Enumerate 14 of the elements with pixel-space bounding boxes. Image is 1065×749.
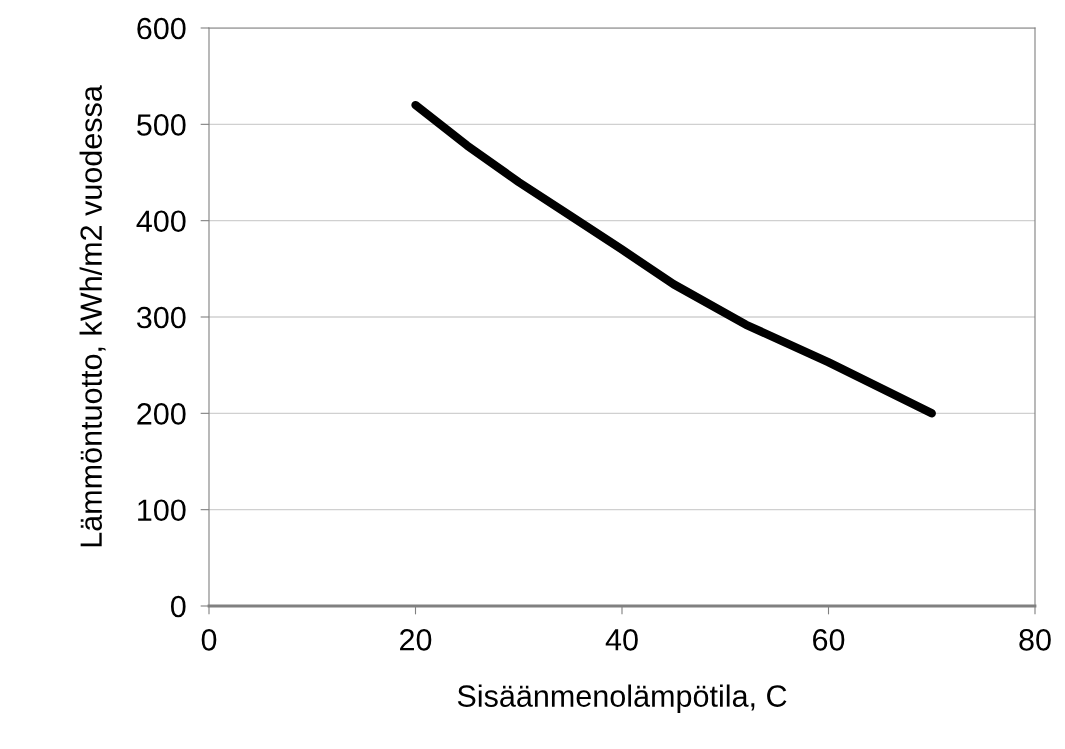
y-tick-label: 200 <box>137 403 186 425</box>
y-tick-label: 100 <box>138 499 186 522</box>
x-tick-label: 40 <box>605 629 638 651</box>
y-tick-label: 0 <box>170 595 186 618</box>
x-axis-title: Sisäänmenolämpötila, C <box>457 684 787 713</box>
x-tick-label: 0 <box>201 629 217 651</box>
y-tick-label: 400 <box>136 210 186 233</box>
y-tick-label: 600 <box>137 17 186 40</box>
y-tick-label: 300 <box>136 306 186 329</box>
y-tick-label: 500 <box>137 114 186 136</box>
x-tick-label: 80 <box>1019 629 1051 651</box>
y-axis-title: Lämmöntuotto, kWh/m2 vuodessa <box>79 85 106 547</box>
x-tick-label: 20 <box>400 629 432 651</box>
x-tick-label: 60 <box>813 629 845 651</box>
